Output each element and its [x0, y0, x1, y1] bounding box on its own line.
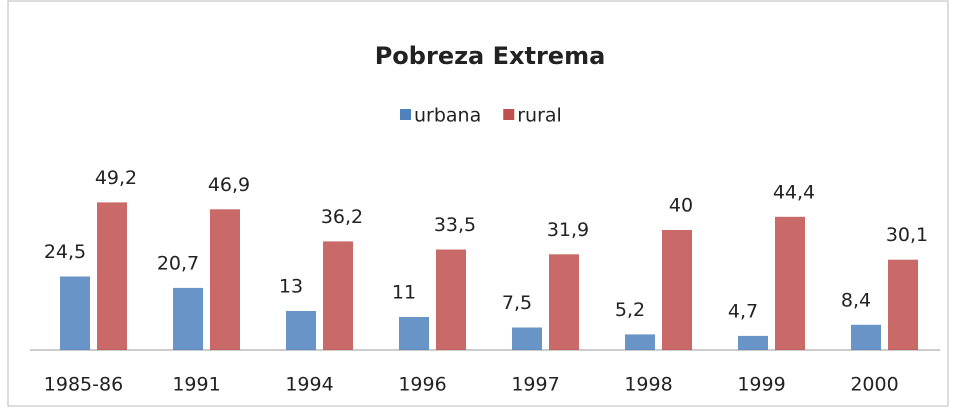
value-label: 7,5 [502, 292, 532, 314]
bar [210, 209, 240, 350]
value-label: 24,5 [44, 241, 86, 263]
value-label: 49,2 [95, 167, 137, 189]
bar [851, 325, 881, 350]
value-label: 13 [279, 276, 303, 298]
x-tick-label: 1985-86 [44, 374, 123, 396]
x-tick-label: 1996 [398, 374, 446, 396]
bar [436, 250, 466, 351]
chart-title: Pobreza Extrema [375, 42, 606, 70]
x-tick-label: 1999 [737, 374, 785, 396]
bar [286, 311, 316, 350]
value-label: 20,7 [157, 252, 199, 274]
value-label: 36,2 [321, 206, 363, 228]
bar [662, 230, 692, 350]
value-label: 46,9 [208, 174, 250, 196]
chart: Pobreza Extrema urbana rural 1985-86 24,5 49… [0, 0, 956, 409]
legend-swatch [503, 109, 514, 120]
bar [775, 217, 805, 350]
x-tick-label: 2000 [850, 374, 898, 396]
legend-label: urbana [414, 105, 481, 127]
bar [60, 277, 90, 351]
value-label: 40 [669, 195, 693, 217]
legend-label: rural [517, 105, 562, 127]
bar [399, 317, 429, 350]
value-label: 44,4 [773, 181, 815, 203]
legend-swatch [400, 109, 411, 120]
value-label: 5,2 [615, 299, 645, 321]
bar [888, 260, 918, 350]
bar [549, 254, 579, 350]
bar [97, 202, 127, 350]
value-label: 31,9 [547, 219, 589, 241]
x-tick-label: 1994 [285, 374, 333, 396]
value-label: 11 [392, 282, 416, 304]
value-label: 8,4 [841, 289, 871, 311]
bar [738, 336, 768, 350]
bar [512, 328, 542, 351]
x-tick-label: 1998 [624, 374, 672, 396]
value-label: 4,7 [728, 300, 758, 322]
value-label: 30,1 [886, 224, 928, 246]
bar [625, 334, 655, 350]
bar [323, 241, 353, 350]
bar [173, 288, 203, 350]
x-tick-label: 1997 [511, 374, 559, 396]
x-tick-label: 1991 [172, 374, 220, 396]
value-label: 33,5 [434, 214, 476, 236]
